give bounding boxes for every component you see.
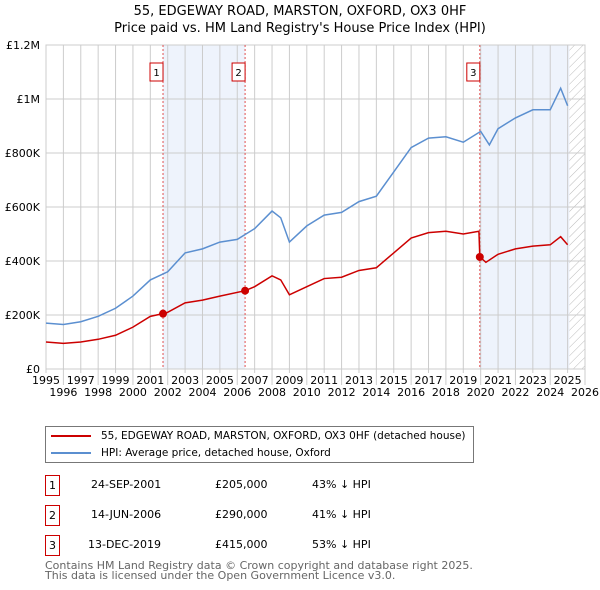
sale-label: 2 — [235, 68, 241, 79]
x-tick-label: 2022 — [501, 386, 529, 399]
chart-title-text: 55, EDGEWAY ROAD, MARSTON, OXFORD, OX3 0… — [133, 4, 467, 19]
x-tick-label: 2017 — [415, 374, 443, 387]
sale-price: £290,000 — [215, 508, 268, 521]
series-line — [45, 86, 569, 326]
footer-line: Contains HM Land Registry data © Crown c… — [45, 559, 473, 572]
sale-number: 3 — [45, 535, 60, 556]
x-tick-label: 2020 — [467, 386, 495, 399]
x-tick-label: 2019 — [449, 374, 477, 387]
x-tick-label: 2004 — [188, 386, 216, 399]
x-tick-label: 2011 — [310, 374, 338, 387]
x-tick-label: 2010 — [293, 386, 321, 399]
x-tick-label: 2002 — [154, 386, 182, 399]
x-tick-label: 2014 — [362, 386, 390, 399]
sale-number: 2 — [45, 505, 60, 526]
y-tick-label: £0 — [26, 363, 40, 376]
sale-price: £205,000 — [215, 478, 268, 491]
sale-price: £415,000 — [215, 538, 268, 551]
sale-date: 24-SEP-2001 — [91, 478, 162, 491]
x-tick-label: 1995 — [32, 374, 60, 387]
x-tick-label: 2016 — [397, 386, 425, 399]
plot-frame — [45, 44, 586, 370]
x-tick-label: 2008 — [258, 386, 286, 399]
x-tick-label: 2001 — [136, 374, 164, 387]
x-tick-label: 2009 — [275, 374, 303, 387]
x-tick-label: 2018 — [432, 386, 460, 399]
y-tick-label: £200K — [5, 309, 41, 322]
footer-line: This data is licensed under the Open Gov… — [45, 569, 396, 582]
x-tick-label: 2026 — [571, 386, 599, 399]
x-tick-label: 2000 — [119, 386, 147, 399]
sale-row: 2 14-JUN-2006 £290,000 41% ↓ HPI — [45, 505, 445, 526]
sale-date: 14-JUN-2006 — [91, 508, 162, 521]
sale-row: 3 13-DEC-2019 £415,000 53% ↓ HPI — [45, 535, 445, 556]
sale-point — [241, 286, 250, 295]
sale-label-box — [466, 62, 481, 82]
sale-hpi-diff: 41% ↓ HPI — [312, 508, 371, 521]
x-tick-label: 2023 — [519, 374, 547, 387]
x-tick-label: 1999 — [102, 374, 130, 387]
x-tick-label: 2012 — [328, 386, 356, 399]
sale-label: 1 — [153, 68, 159, 79]
x-tick-label: 2021 — [484, 374, 512, 387]
legend: 55, EDGEWAY ROAD, MARSTON, OXFORD, OX3 0… — [45, 426, 474, 463]
x-tick-label: 2013 — [345, 374, 373, 387]
x-tick-label: 2024 — [536, 386, 564, 399]
x-tick-label: 2015 — [380, 374, 408, 387]
y-tick-label: £800K — [5, 147, 41, 160]
series-line — [45, 230, 569, 345]
y-tick-label: £1.2M — [6, 39, 40, 52]
chart-subtitle: Price paid vs. HM Land Registry's House … — [114, 21, 486, 36]
x-tick-label: 1996 — [49, 386, 77, 399]
legend-item-hpi: HPI: Average price, detached house, Oxfo… — [51, 447, 331, 459]
x-tick-label: 2007 — [241, 374, 269, 387]
sale-label: 3 — [470, 68, 476, 79]
sale-hpi-diff: 53% ↓ HPI — [312, 538, 371, 551]
y-tick-label: £1M — [17, 93, 41, 106]
legend-item-property: 55, EDGEWAY ROAD, MARSTON, OXFORD, OX3 0… — [51, 430, 466, 442]
price-chart: 1995199619971998199920002001200220032004… — [5, 39, 599, 399]
x-tick-label: 2025 — [554, 374, 582, 387]
y-tick-label: £600K — [5, 201, 41, 214]
chart-title: 55, EDGEWAY ROAD, MARSTON, OXFORD, OX3 0… — [0, 3, 600, 37]
legend-swatch-hpi — [51, 452, 91, 454]
legend-label: 55, EDGEWAY ROAD, MARSTON, OXFORD, OX3 0… — [101, 430, 466, 442]
sale-hpi-diff: 43% ↓ HPI — [312, 478, 371, 491]
x-tick-label: 2006 — [223, 386, 251, 399]
sale-point — [159, 309, 168, 318]
x-tick-label: 2003 — [171, 374, 199, 387]
sale-label-box — [231, 62, 246, 82]
legend-label: HPI: Average price, detached house, Oxfo… — [101, 447, 331, 459]
footer: Contains HM Land Registry data © Crown c… — [45, 559, 473, 582]
sale-point — [475, 252, 484, 261]
x-tick-label: 2005 — [206, 374, 234, 387]
legend-swatch-property — [51, 435, 91, 437]
sale-label-box — [149, 62, 164, 82]
y-tick-label: £400K — [5, 255, 41, 268]
x-tick-label: 1997 — [67, 374, 95, 387]
x-tick-label: 1998 — [84, 386, 112, 399]
sale-row: 1 24-SEP-2001 £205,000 43% ↓ HPI — [45, 475, 445, 496]
sale-date: 13-DEC-2019 — [88, 538, 162, 551]
sale-number: 1 — [45, 475, 60, 496]
